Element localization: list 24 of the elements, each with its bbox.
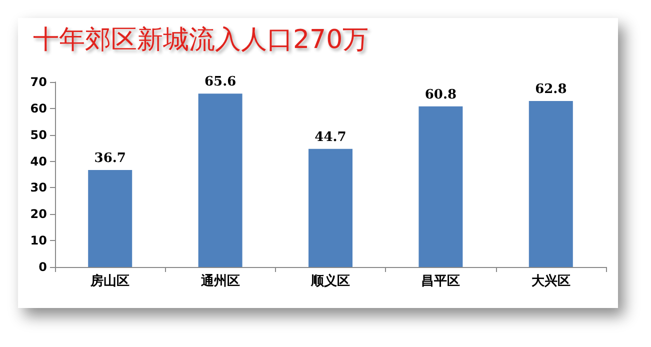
y-tick-label: 30 bbox=[30, 180, 47, 195]
bar bbox=[88, 170, 132, 267]
x-tick-label: 顺义区 bbox=[310, 273, 350, 289]
x-tick-label: 昌平区 bbox=[421, 274, 460, 289]
y-tick-label: 50 bbox=[30, 128, 47, 142]
data-label: 65.6 bbox=[204, 74, 236, 90]
y-tick-label: 60 bbox=[30, 101, 47, 116]
bar bbox=[308, 148, 352, 267]
y-tick-label: 0 bbox=[38, 260, 47, 274]
data-label: 62.8 bbox=[535, 82, 567, 98]
x-tick-label: 通州区 bbox=[200, 273, 240, 289]
chart-title: 十年郊区新城流入人口270万 bbox=[33, 25, 369, 55]
x-tick-label: 大兴区 bbox=[531, 273, 570, 289]
bar bbox=[418, 106, 463, 267]
bar bbox=[198, 94, 242, 267]
y-tick-label: 10 bbox=[30, 234, 47, 248]
y-tick-label: 70 bbox=[30, 75, 47, 89]
x-tick-label: 房山区 bbox=[90, 273, 130, 289]
data-label: 36.7 bbox=[94, 151, 126, 166]
y-tick-label: 20 bbox=[30, 207, 47, 222]
data-label: 44.7 bbox=[314, 130, 346, 145]
bar bbox=[528, 101, 573, 267]
y-tick-label: 40 bbox=[30, 154, 47, 168]
data-label: 60.8 bbox=[424, 87, 457, 102]
